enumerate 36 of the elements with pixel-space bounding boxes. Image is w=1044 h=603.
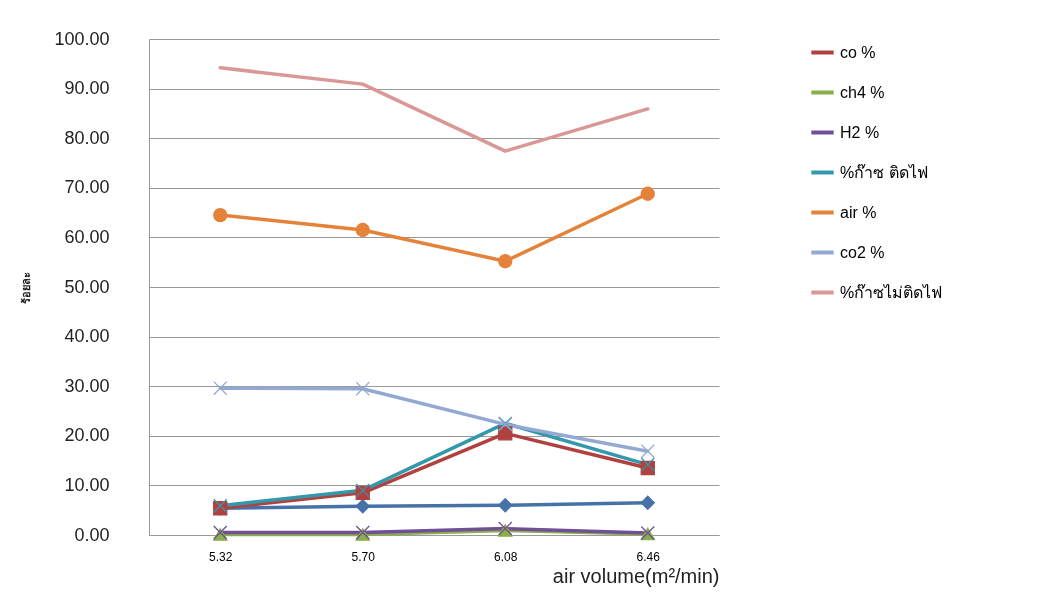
y-tick-label: 70.00 xyxy=(64,177,110,198)
legend-label: H2 % xyxy=(840,123,880,141)
y-tick-label: 50.00 xyxy=(64,276,110,297)
x-tick-label: 5.70 xyxy=(351,549,376,564)
point xyxy=(355,499,370,514)
point xyxy=(355,381,370,396)
y-tick-label: 10.00 xyxy=(64,474,110,495)
x-axis-title: air volume(m²/min) xyxy=(552,564,720,587)
point xyxy=(498,254,513,269)
legend-label: co % xyxy=(840,43,876,61)
point xyxy=(640,495,655,510)
y-tick-label: 0.00 xyxy=(74,524,110,545)
point xyxy=(355,222,370,238)
y-tick-label: 100.00 xyxy=(54,28,110,49)
point xyxy=(498,498,513,513)
point xyxy=(640,444,655,459)
x-tick-label: 5.32 xyxy=(209,549,233,564)
x-tick-label: 6.08 xyxy=(494,549,518,564)
y-tick-label: 80.00 xyxy=(64,127,110,148)
point xyxy=(213,381,228,396)
x-tick-label: 6.46 xyxy=(636,549,661,564)
y-tick-label: 20.00 xyxy=(64,425,110,446)
point xyxy=(640,457,655,472)
y-tick-label: 40.00 xyxy=(64,326,110,347)
y-tick-label: 30.00 xyxy=(64,375,110,396)
legend-label: ch4 % xyxy=(840,83,885,101)
point xyxy=(213,207,228,223)
legend-label: %ก๊าซ ติดไฟ xyxy=(840,162,928,181)
y-tick-label: 90.00 xyxy=(64,78,110,99)
line-series xyxy=(218,66,650,153)
legend-label: air % xyxy=(840,203,877,221)
legend-label: %ก๊าซไม่ติดไฟ xyxy=(840,282,943,301)
point xyxy=(640,186,655,201)
y-tick-label: 60.00 xyxy=(64,226,110,247)
y-axis-title: ร้อยละ xyxy=(20,271,33,304)
legend-label: co2 % xyxy=(840,243,885,261)
